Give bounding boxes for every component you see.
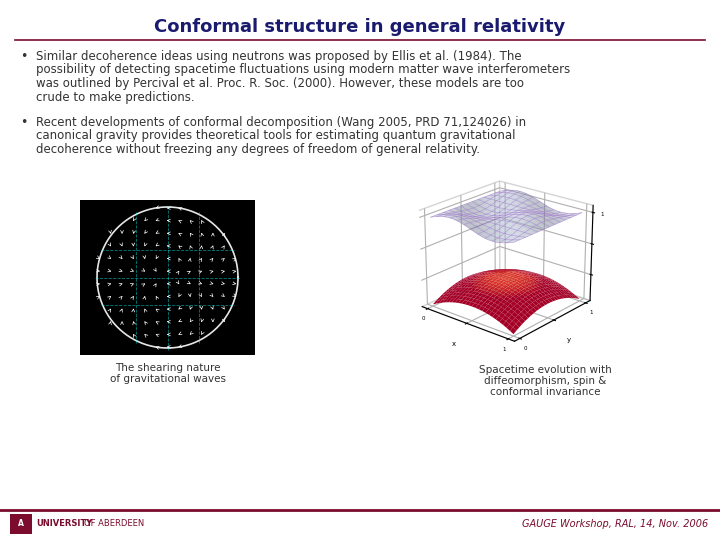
Text: was outlined by Percival et al. Proc. R. Soc. (2000). However, these models are : was outlined by Percival et al. Proc. R.… — [36, 77, 524, 90]
Text: Spacetime evolution with: Spacetime evolution with — [479, 365, 611, 375]
Text: The shearing nature: The shearing nature — [114, 363, 220, 373]
Text: decoherence without freezing any degrees of freedom of general relativity.: decoherence without freezing any degrees… — [36, 143, 480, 156]
Text: •: • — [20, 50, 27, 63]
Text: crude to make predictions.: crude to make predictions. — [36, 91, 194, 104]
Text: Recent developments of conformal decomposition (Wang 2005, PRD 71,124026) in: Recent developments of conformal decompo… — [36, 116, 526, 129]
Text: possibility of detecting spacetime fluctuations using modern matter wave interfe: possibility of detecting spacetime fluct… — [36, 64, 570, 77]
Bar — [80, 200, 255, 355]
Text: canonical gravity provides theoretical tools for estimating quantum gravitationa: canonical gravity provides theoretical t… — [36, 130, 516, 143]
X-axis label: x: x — [452, 341, 456, 347]
Text: OF ABERDEEN: OF ABERDEEN — [84, 519, 144, 529]
Text: •: • — [20, 116, 27, 129]
Text: A: A — [18, 519, 24, 529]
Text: UNIVERSITY: UNIVERSITY — [36, 519, 92, 529]
Bar — [10, 514, 32, 534]
Text: GAUGE Workshop, RAL, 14, Nov. 2006: GAUGE Workshop, RAL, 14, Nov. 2006 — [522, 519, 708, 529]
Text: Similar decoherence ideas using neutrons was proposed by Ellis et al. (1984). Th: Similar decoherence ideas using neutrons… — [36, 50, 521, 63]
Text: conformal invariance: conformal invariance — [490, 387, 600, 397]
Text: diffeomorphism, spin &: diffeomorphism, spin & — [484, 376, 606, 386]
Text: Conformal structure in general relativity: Conformal structure in general relativit… — [154, 18, 566, 36]
Text: of gravitational waves: of gravitational waves — [109, 374, 225, 384]
Y-axis label: y: y — [567, 336, 570, 342]
